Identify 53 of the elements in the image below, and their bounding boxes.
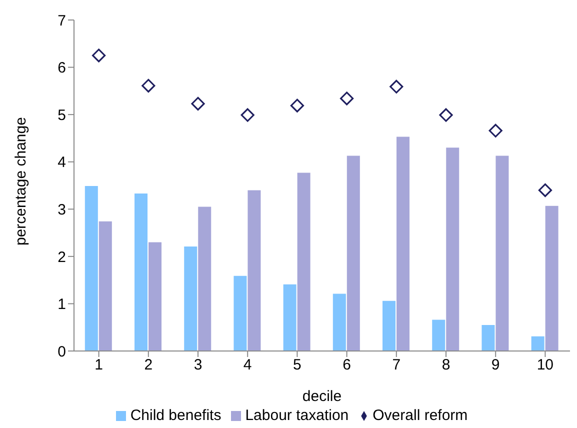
bar — [283, 284, 296, 351]
bar — [248, 190, 261, 351]
y-tick-label: 3 — [58, 201, 66, 218]
point — [488, 124, 502, 138]
x-tick-label: 2 — [144, 356, 153, 374]
y-tick-label: 6 — [58, 60, 66, 77]
bar — [234, 276, 247, 351]
y-tick-label: 7 — [58, 12, 66, 30]
point — [538, 183, 552, 198]
point — [290, 98, 304, 112]
bar — [396, 136, 410, 351]
bar — [446, 148, 460, 351]
legend-label: Labour taxation — [245, 407, 349, 424]
bar — [432, 320, 446, 351]
y-tick-label: 4 — [58, 154, 66, 172]
bar — [482, 324, 495, 351]
bar — [531, 336, 544, 351]
x-tick-label: 1 — [94, 356, 103, 374]
point — [240, 108, 254, 122]
x-axis-title: decile — [302, 388, 342, 405]
bar — [184, 246, 198, 351]
bar — [134, 194, 148, 351]
y-tick-label: 2 — [58, 248, 66, 266]
x-tick-label: 4 — [243, 356, 252, 374]
legend-label: Child benefits — [130, 407, 222, 424]
bar — [297, 172, 310, 351]
bar — [84, 186, 98, 351]
bar — [148, 242, 162, 351]
y-tick-label: 0 — [58, 343, 66, 360]
bar — [382, 300, 396, 351]
legend-label: Overall reform — [372, 407, 468, 424]
point — [191, 96, 205, 110]
x-tick-label: 8 — [442, 356, 450, 374]
point — [340, 92, 354, 106]
y-tick-label: 5 — [58, 106, 66, 124]
point — [390, 80, 404, 94]
bar — [198, 206, 212, 351]
bar — [545, 206, 558, 351]
x-tick-label: 10 — [536, 356, 554, 374]
point — [142, 78, 156, 93]
x-tick-label: 6 — [342, 356, 351, 374]
y-axis-title: percentage change — [12, 117, 30, 246]
y-tick-label: 1 — [58, 296, 66, 314]
x-tick-label: 7 — [392, 356, 401, 374]
bar — [346, 156, 360, 351]
bar — [98, 221, 112, 351]
x-tick-label: 5 — [293, 356, 302, 374]
x-tick-label: 9 — [491, 356, 500, 374]
point — [439, 108, 453, 122]
bar — [332, 294, 346, 351]
x-tick-label: 3 — [194, 356, 202, 374]
bar — [496, 156, 509, 351]
point — [92, 48, 106, 62]
